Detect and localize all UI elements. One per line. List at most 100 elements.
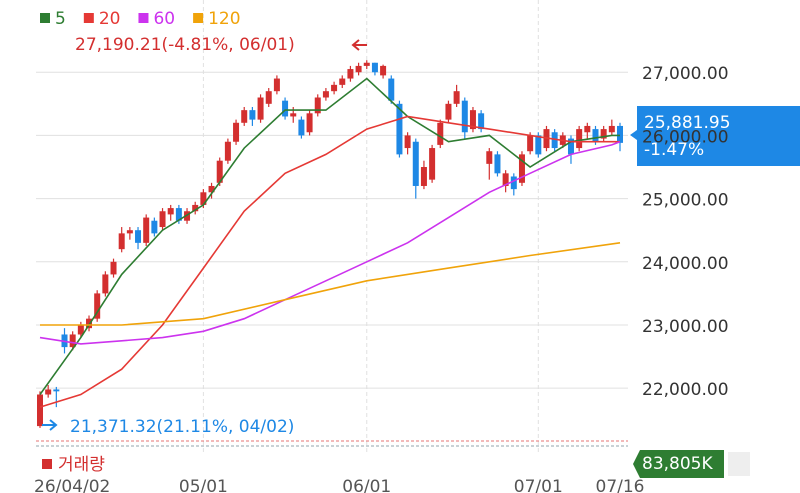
legend-swatch	[83, 13, 94, 23]
volume-value: 83,805K	[642, 454, 713, 474]
candle-body	[208, 185, 215, 193]
candle-body	[429, 148, 436, 180]
candle-body	[306, 113, 313, 133]
candle-body	[192, 204, 199, 212]
x-tick-label: 07/16	[596, 477, 645, 493]
candle-body	[437, 122, 444, 145]
candle-body	[314, 97, 321, 114]
candle-body	[143, 217, 150, 243]
candle-body	[151, 220, 158, 234]
candle-body	[510, 176, 517, 190]
moving-average-line	[39, 115, 620, 408]
candle-body	[241, 110, 248, 123]
candle-body	[576, 129, 583, 149]
candle-body	[592, 129, 599, 142]
candle-body	[265, 91, 272, 104]
legend-swatch	[138, 13, 149, 23]
candle-body	[224, 141, 231, 161]
moving-average-line	[39, 77, 620, 395]
legend-label: 5	[55, 9, 66, 29]
candle-body	[355, 65, 362, 73]
candle-body	[551, 132, 558, 149]
candle-body	[290, 113, 297, 117]
candle-body	[478, 113, 485, 130]
candle-body	[388, 78, 395, 101]
candle-body	[347, 69, 354, 79]
candle-body	[331, 84, 338, 92]
legend-label: 120	[208, 9, 240, 29]
icon[interactable]	[728, 452, 750, 476]
last-change: -1.47%	[644, 140, 704, 160]
candle-body	[200, 192, 207, 205]
candle-body	[102, 274, 109, 294]
candle-body	[167, 208, 174, 215]
legend-label: 20	[99, 9, 121, 29]
candle-body	[110, 261, 117, 275]
candle-body	[216, 160, 223, 183]
candle-body	[159, 211, 166, 228]
candle-body	[363, 62, 370, 66]
legend-label: 60	[153, 9, 175, 29]
x-tick-label: 05/01	[179, 477, 228, 493]
y-tick-label: 23,000.00	[642, 317, 729, 337]
candle-body	[518, 154, 525, 183]
candle-body	[494, 154, 501, 174]
candle-body	[371, 62, 378, 73]
legend-swatch	[40, 13, 50, 23]
candle-body	[453, 91, 460, 104]
candle-body	[53, 389, 60, 392]
candle-body	[380, 65, 387, 76]
candle-body	[37, 394, 43, 427]
candle-body	[94, 293, 101, 319]
candle-body	[273, 78, 280, 92]
candle-body	[282, 100, 289, 117]
max-arrow	[351, 39, 367, 51]
candle-body	[135, 230, 142, 243]
candle-body	[412, 141, 419, 186]
moving-average-line	[39, 140, 621, 345]
x-tick-label: 07/01	[514, 477, 563, 493]
candle-body	[584, 125, 591, 133]
candle-body	[600, 129, 607, 139]
candle-body	[469, 110, 476, 130]
y-tick-label: 24,000.00	[642, 254, 729, 274]
x-tick-label: 26/04/02	[34, 477, 110, 493]
candle-body	[175, 208, 182, 221]
candle-body	[617, 125, 623, 143]
candle-body	[118, 233, 125, 250]
candle-body	[257, 97, 264, 120]
candle-body	[249, 110, 256, 120]
candle-body	[298, 119, 305, 136]
y-tick-label: 26,000.00	[642, 127, 729, 147]
candle-body	[339, 78, 346, 85]
min-arrow	[42, 419, 58, 431]
candle-body	[445, 103, 452, 120]
y-tick-label: 22,000.00	[642, 380, 729, 400]
volume-legend-swatch	[42, 459, 52, 469]
candle-body	[184, 211, 191, 221]
candle-body	[86, 318, 93, 329]
y-tick-label: 25,000.00	[642, 191, 729, 211]
volume-label: 거래량	[58, 455, 105, 475]
candle-body	[486, 151, 493, 164]
candle-body	[535, 135, 542, 155]
candle-body	[404, 135, 411, 149]
candle-body	[69, 334, 76, 348]
candle-body	[77, 324, 84, 335]
max-annotation: 27,190.21(-4.81%, 06/01)	[75, 35, 295, 55]
volume-value-box	[633, 450, 724, 478]
candle-body	[396, 103, 403, 155]
candle-body	[233, 122, 240, 142]
moving-average-line	[40, 242, 621, 326]
last-price-box	[630, 106, 800, 166]
candle-body	[322, 91, 329, 98]
min-annotation: 21,371.32(21.11%, 04/02)	[70, 417, 294, 437]
legend-swatch	[193, 13, 204, 23]
last-price: 25,881.95	[644, 113, 731, 133]
x-tick-label: 06/01	[342, 477, 391, 493]
candle-body	[527, 135, 534, 152]
candle-body	[567, 138, 574, 155]
y-tick-label: 27,000.00	[642, 64, 729, 84]
candle-body	[502, 173, 509, 186]
